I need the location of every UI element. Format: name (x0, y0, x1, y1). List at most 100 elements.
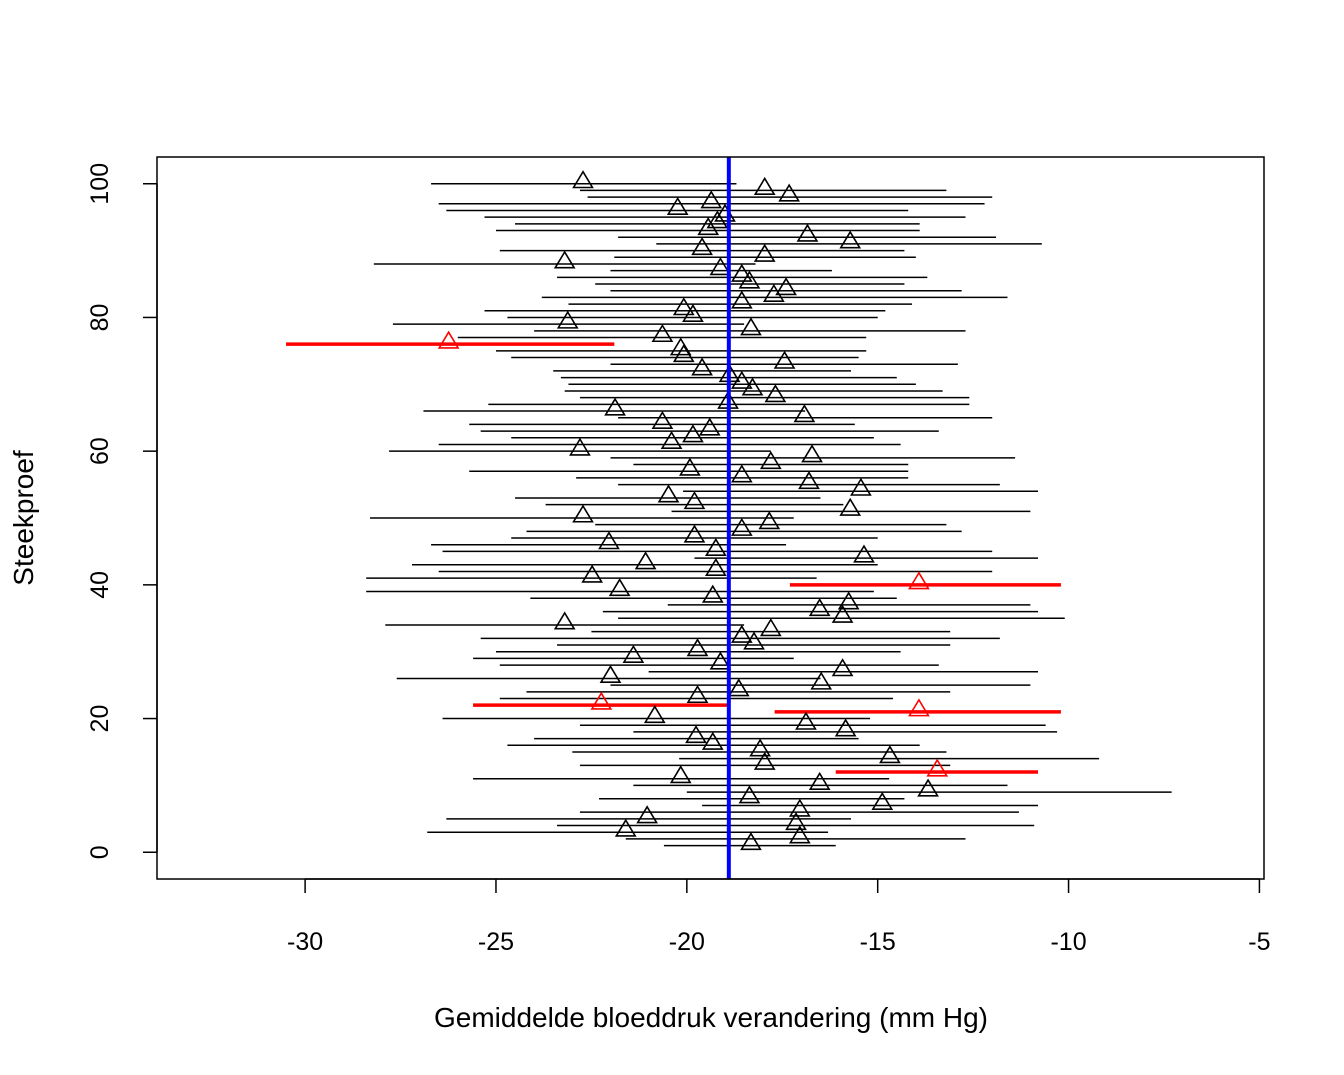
mean-marker-triangle (759, 618, 782, 637)
mean-marker-triangle (788, 825, 811, 844)
mean-marker-triangle (682, 424, 704, 443)
mean-marker-triangle (672, 344, 695, 363)
mean-marker-triangle (572, 504, 594, 523)
mean-marker-triangle (614, 818, 637, 837)
mean-marker-triangle (657, 484, 680, 503)
x-axis: -30 -25 -20 -15 -10 -5 (287, 878, 1271, 956)
mean-marker-triangle (599, 664, 622, 683)
mean-marker-triangle (682, 303, 704, 322)
mean-marker-triangle (758, 511, 781, 530)
mean-marker-triangle (704, 537, 727, 556)
mean-marker-triangle (796, 223, 819, 242)
mean-marker-triangle (808, 598, 831, 617)
mean-marker-triangle (553, 611, 576, 630)
mean-marker-triangle (437, 330, 460, 349)
x-tick-label: -10 (1050, 928, 1086, 956)
mean-marker-triangle (622, 644, 645, 663)
mean-marker-triangle (590, 691, 613, 710)
mean-marker-triangle (672, 297, 695, 316)
mean-marker-triangle (636, 805, 658, 824)
mean-marker-triangle (793, 404, 816, 423)
mean-marker-triangle (753, 243, 776, 262)
mean-marker-triangle (683, 491, 706, 510)
mean-marker-triangle (634, 551, 657, 570)
mean-marker-triangle (778, 183, 800, 202)
mean-marker-triangle (730, 517, 753, 536)
mean-marker-triangle (730, 464, 753, 483)
mean-marker-triangle (743, 631, 765, 650)
mean-marker-triangle (679, 457, 701, 476)
mean-marker-triangle (669, 765, 692, 784)
y-tick-label: 60 (86, 437, 114, 465)
mean-marker-triangle (798, 471, 820, 490)
mean-marker-triangle (730, 370, 753, 389)
mean-marker-triangle (738, 270, 761, 289)
mean-marker-triangle (763, 283, 785, 302)
mean-marker-triangle (853, 544, 875, 563)
mean-marker-triangle (709, 257, 732, 276)
mean-marker-triangle (749, 738, 771, 757)
mean-marker-triangle (685, 725, 707, 744)
mean-marker-triangle (839, 230, 862, 249)
mean-marker-triangle (730, 263, 753, 282)
mean-marker-triangle (738, 785, 761, 804)
y-tick-label: 100 (86, 163, 114, 205)
mean-marker-triangle (701, 731, 724, 750)
mean-marker-triangle (740, 317, 762, 336)
mean-marker-triangle (871, 791, 894, 811)
mean-marker-triangle (686, 638, 709, 657)
mean-marker-triangle (795, 711, 817, 730)
mean-marker-triangle (831, 658, 854, 677)
mean-marker-triangle (683, 524, 706, 543)
mean-marker-triangle (740, 832, 762, 851)
x-tick-label: -20 (669, 928, 705, 956)
mean-marker-triangle (598, 531, 620, 550)
mean-marker-triangle (879, 745, 901, 764)
mean-marker-triangle (651, 323, 674, 343)
mean-marker-triangle (698, 417, 721, 436)
mean-marker-triangle (837, 591, 860, 610)
mean-marker-triangle (706, 210, 729, 229)
mean-marker-triangle (701, 584, 724, 603)
mean-marker-triangle (553, 250, 576, 269)
mean-marker-triangle (666, 196, 689, 216)
x-tick-label: -15 (860, 928, 896, 956)
mean-marker-triangle (660, 430, 683, 450)
y-tick-label: 20 (86, 705, 114, 733)
y-tick-label: 40 (86, 571, 114, 599)
mean-marker-triangle (759, 450, 782, 470)
mean-marker-triangle (834, 718, 857, 737)
mean-marker-triangle (556, 310, 579, 329)
mean-marker-triangle (773, 350, 796, 369)
mean-marker-triangle (686, 684, 709, 704)
mean-marker-triangle (727, 678, 750, 697)
x-tick-label: -25 (478, 928, 514, 956)
y-tick-label: 0 (86, 845, 114, 859)
mean-marker-triangle (808, 771, 831, 790)
y-tick-label: 80 (86, 304, 114, 332)
mean-marker-triangle (801, 444, 823, 463)
mean-marker-triangle (604, 397, 626, 416)
mean-marker-triangle (785, 811, 807, 831)
mean-marker-triangle (753, 751, 776, 770)
mean-marker-triangle (691, 357, 713, 376)
mean-marker-triangle (608, 577, 631, 597)
y-axis: 0 20 40 60 80 100 (86, 163, 158, 859)
mean-marker-triangle (775, 277, 797, 296)
mean-marker-triangle (669, 337, 692, 356)
mean-marker-triangle (700, 190, 723, 209)
mean-marker-triangle (569, 437, 591, 456)
mean-marker-triangle (572, 170, 594, 189)
mean-marker-triangle (730, 624, 753, 643)
mean-marker-triangle (643, 705, 666, 724)
mean-marker-triangle (709, 651, 732, 670)
mean-marker-triangle (753, 176, 776, 195)
mean-marker-triangle (691, 237, 713, 256)
mean-marker-triangle (850, 477, 872, 496)
x-tick-label: -30 (287, 928, 323, 956)
mean-marker-triangle (788, 798, 811, 817)
mean-marker-triangle (810, 671, 833, 690)
y-axis-title: Steekproef (8, 450, 39, 586)
mean-marker-triangle (839, 497, 862, 516)
